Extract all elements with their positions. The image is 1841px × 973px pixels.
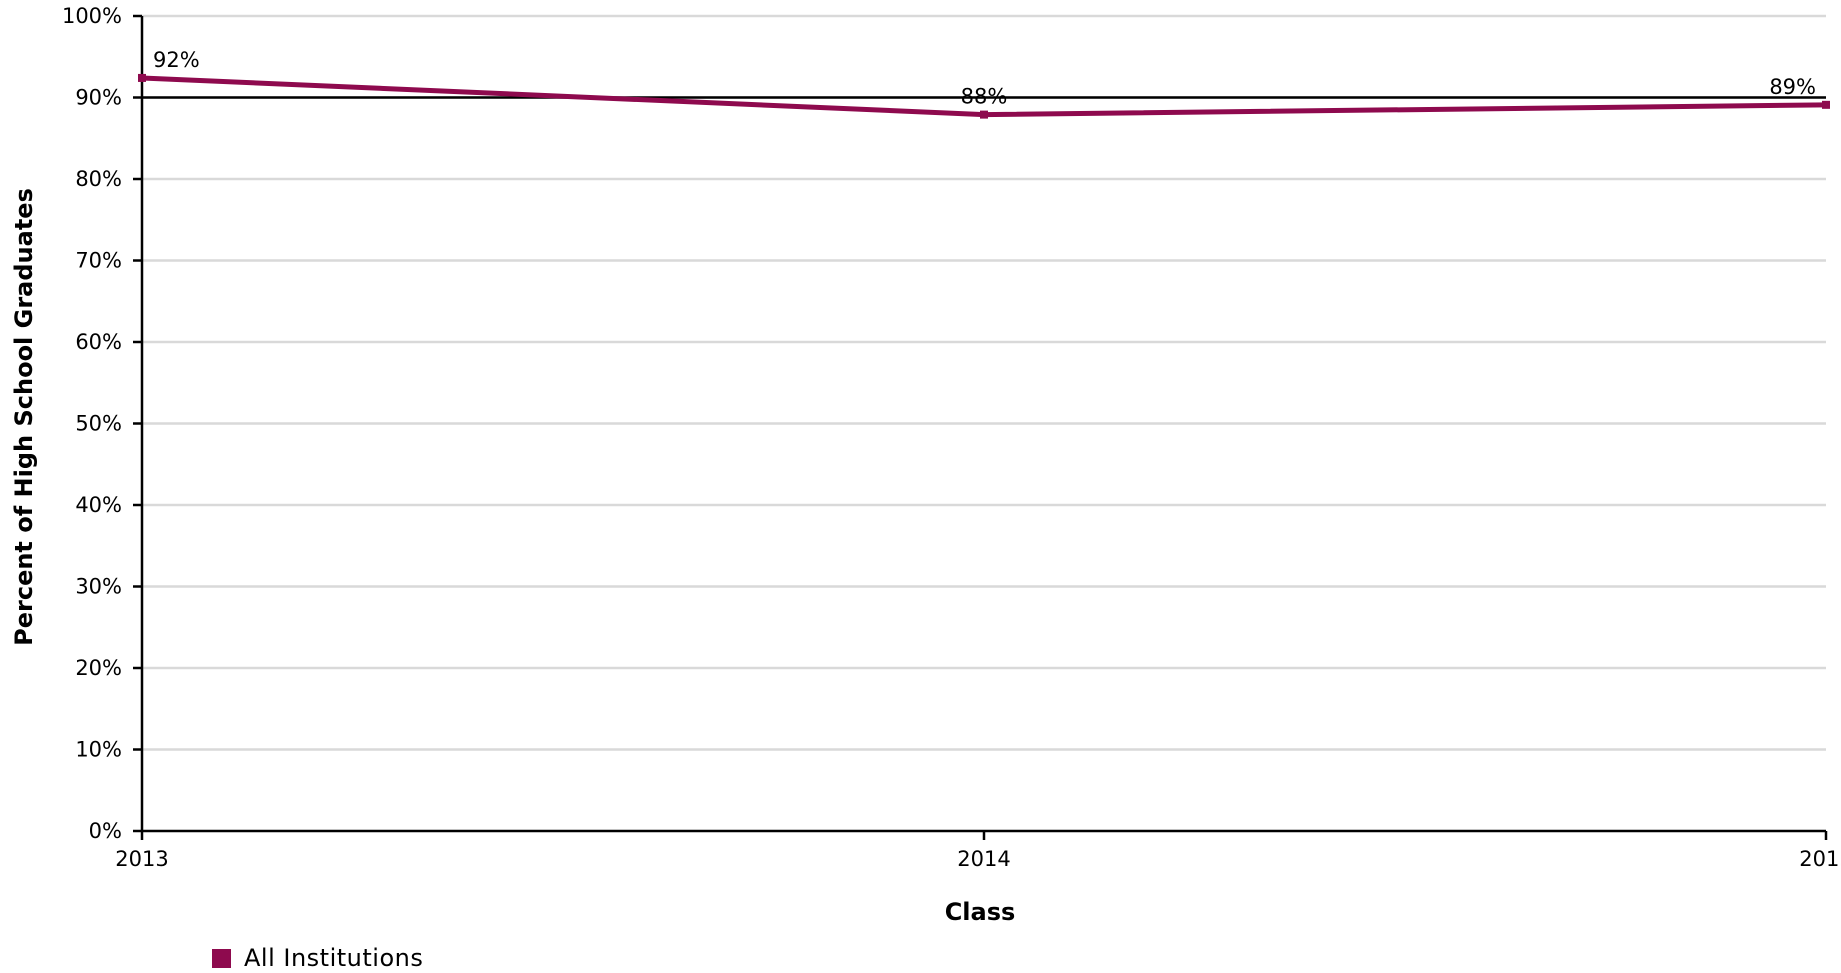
x-axis-ticks: 2013 2014 2015 bbox=[115, 831, 1841, 871]
data-point bbox=[1822, 100, 1830, 109]
y-tick-label: 100% bbox=[62, 4, 122, 28]
legend-label: All Institutions bbox=[244, 944, 424, 972]
x-tick-label: 2014 bbox=[957, 847, 1010, 871]
y-tick-label: 30% bbox=[75, 575, 122, 599]
x-axis-title: Class bbox=[945, 898, 1016, 926]
data-point bbox=[138, 73, 146, 82]
legend: All Institutions bbox=[212, 944, 423, 972]
y-tick-label: 20% bbox=[75, 656, 122, 680]
data-label: 89% bbox=[1769, 75, 1816, 99]
y-tick-label: 70% bbox=[75, 249, 122, 273]
y-tick-label: 10% bbox=[75, 738, 122, 762]
y-tick-label: 40% bbox=[75, 493, 122, 517]
y-tick-label: 60% bbox=[75, 330, 122, 354]
x-tick-label: 2013 bbox=[115, 847, 168, 871]
y-tick-label: 50% bbox=[75, 412, 122, 436]
y-axis-ticks: 0% 10% 20% 30% 40% 50% 60% 70% 80% 90% 100% bbox=[62, 4, 142, 843]
y-axis-title: Percent of High School Graduates bbox=[10, 188, 38, 646]
grid-lines bbox=[142, 14, 1826, 751]
y-tick-label: 80% bbox=[75, 167, 122, 191]
y-tick-label: 90% bbox=[75, 86, 122, 110]
legend-swatch bbox=[212, 948, 231, 968]
data-label: 92% bbox=[153, 48, 200, 72]
y-tick-label: 0% bbox=[89, 819, 122, 843]
data-point bbox=[980, 110, 988, 119]
series-group: 92% 88% 89% bbox=[138, 48, 1830, 119]
x-tick-label: 2015 bbox=[1799, 847, 1841, 871]
data-label: 88% bbox=[961, 85, 1008, 109]
